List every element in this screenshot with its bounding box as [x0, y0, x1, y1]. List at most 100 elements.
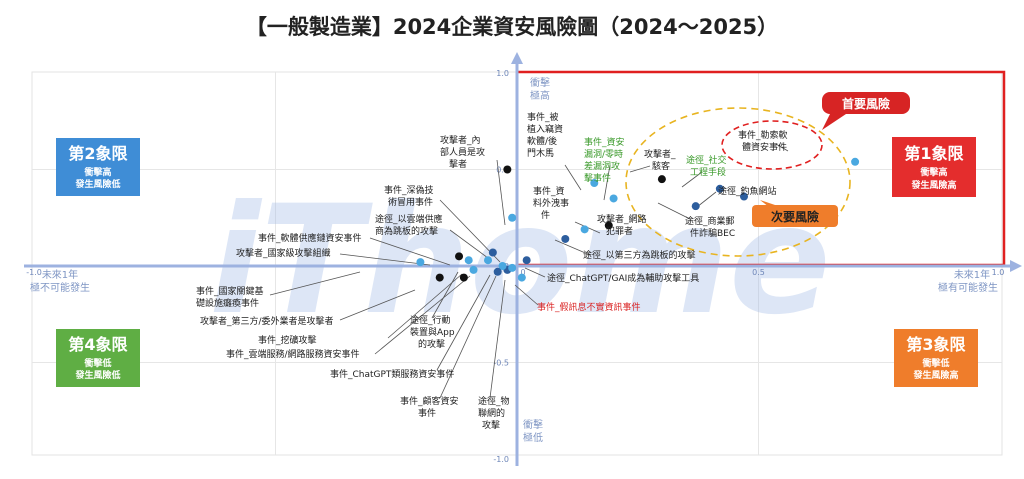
label-iot-3: 攻擊 [482, 419, 500, 431]
chart-title: 【一般製造業】2024企業資安風險圖（2024～2025） [246, 15, 778, 39]
y-tick-label: -1.0 [493, 455, 509, 464]
data-point [740, 192, 749, 201]
x-axis-arrow [1010, 260, 1022, 272]
point-labels: 事件_勒索軟 體資安事件 攻擊者_ 駭客 途徑_社交 工程手段 途徑_釣魚網站 … [196, 111, 788, 431]
x-tick-label: 1.0 [992, 268, 1005, 277]
label-customer-2: 事件 [418, 407, 436, 419]
label-iot: 途徑_物 [478, 395, 510, 407]
quadrant-3-line-1: 衝擊低 [921, 357, 949, 369]
data-point [517, 273, 526, 282]
quadrant-1-line-1: 衝擊高 [919, 166, 947, 178]
data-point [715, 184, 724, 193]
quadrant-2-line-2: 發生風險低 [74, 178, 120, 190]
quadrant-2-box: 第2象限 衝擊高 發生風險低 [56, 138, 140, 196]
label-deepfake: 事件_深偽技 [384, 184, 434, 196]
label-vendor-attacker: 攻擊者_第三方/委外業者是攻擊者 [200, 315, 334, 327]
data-point [455, 252, 464, 261]
label-mobile-2: 裝置與App [410, 326, 455, 338]
label-trojan-3: 軟體/後 [527, 135, 557, 147]
label-trojan-4: 門木馬 [527, 147, 554, 159]
data-point [464, 256, 473, 265]
quadrant-3-line-2: 發生風險高 [912, 369, 958, 381]
data-point [459, 273, 468, 282]
label-cloud-vendor: 途徑_以雲端供應 [375, 213, 443, 225]
y-bottom-label-2: 極低 [523, 431, 543, 444]
quadrant-1-title: 第1象限 [904, 144, 964, 163]
label-mobile-3: 的攻擊 [418, 338, 445, 350]
data-point [435, 273, 444, 282]
label-trojan-2: 植入竊資 [527, 123, 563, 135]
label-cloud-vendor-2: 商為跳板的攻擊 [375, 225, 438, 237]
label-chatgpt-service: 事件_ChatGPT類服務資安事件 [330, 368, 454, 380]
label-ransomware: 事件_勒索軟 [738, 129, 788, 141]
quadrant-4-line-1: 衝擊低 [83, 357, 111, 369]
y-tick-label: 1.0 [496, 69, 509, 78]
quadrant-1-line-2: 發生風險高 [910, 179, 956, 191]
data-point [604, 221, 613, 230]
label-deepfake-2: 術冒用事件 [388, 196, 433, 208]
data-point [508, 263, 517, 272]
label-vuln-3: 差漏洞攻 [584, 160, 620, 172]
label-infra-2: 礎設施癱瘓事件 [196, 297, 259, 309]
label-hacker-2: 駭客 [652, 160, 670, 172]
data-point [416, 258, 425, 267]
quadrant-3-title: 第3象限 [906, 335, 966, 354]
secondary-risk-callout: 次要風險 [752, 200, 838, 227]
watermark: iThome [209, 174, 831, 348]
label-vuln: 事件_資安 [584, 136, 625, 148]
data-point [580, 225, 589, 234]
quadrant-2-title: 第2象限 [68, 144, 128, 163]
data-point [493, 267, 502, 276]
quadrant-4-line-2: 發生風險低 [74, 369, 120, 381]
data-point [503, 165, 512, 174]
data-points [416, 157, 860, 282]
label-nation-state: 攻擊者_國家級攻擊組織 [236, 247, 331, 259]
x-left-label-2: 極不可能發生 [30, 281, 90, 294]
y-bottom-label-1: 衝擊 [523, 418, 543, 431]
label-third-party: 途徑_以第三方為跳板的攻擊 [583, 249, 696, 261]
label-customer: 事件_顧客資安 [400, 395, 459, 407]
label-insider: 攻擊者_內 [440, 134, 481, 146]
primary-risk-label: 首要風險 [842, 96, 890, 111]
label-vuln-2: 漏洞/零時 [584, 148, 623, 160]
label-iot-2: 聯網的 [478, 407, 505, 419]
label-mining: 事件_挖礦攻擊 [258, 334, 317, 346]
label-leak-2: 料外洩事 [533, 197, 569, 209]
data-point [851, 157, 860, 166]
data-point [561, 234, 570, 243]
label-cybercrime: 攻擊者_網路 [597, 213, 647, 225]
quadrant-2-line-1: 衝擊高 [83, 166, 111, 178]
x-tick-label: 0.5 [752, 268, 765, 277]
x-tick-label: -1.0 [26, 268, 42, 277]
data-point [691, 202, 700, 211]
x-right-label-2: 極有可能發生 [938, 281, 998, 294]
label-chatgpt-tool: 途徑_ChatGPT/GAI成為輔助攻擊工具 [547, 272, 699, 284]
label-disinfo: 事件_假訊息不實資訊事件 [537, 301, 641, 313]
primary-risk-callout: 首要風險 [822, 92, 910, 130]
label-social-eng: 途徑_社交 [686, 154, 727, 166]
quadrant-1-box: 第1象限 衝擊高 發生風險高 [892, 137, 976, 197]
label-bec: 途徑_商業郵 [685, 215, 735, 227]
label-leak: 事件_資 [533, 185, 565, 197]
primary-risk-ellipse [721, 120, 823, 170]
y-tick-label: -0.5 [493, 359, 509, 368]
data-point [522, 256, 531, 265]
x-tick-label: 0 [520, 268, 525, 277]
quadrant-4-box: 第4象限 衝擊低 發生風險低 [56, 329, 140, 387]
label-trojan: 事件_被 [527, 111, 559, 123]
data-point [498, 262, 507, 270]
secondary-risk-ellipse [625, 107, 851, 257]
data-point [484, 256, 493, 265]
secondary-risk-label: 次要風險 [771, 209, 819, 224]
quadrant-4-title: 第4象限 [68, 335, 128, 354]
x-right-label-1: 未來1年 [954, 268, 990, 281]
y-top-label-1: 衝擊 [530, 76, 550, 89]
data-point [609, 194, 618, 203]
label-insider-3: 擊者 [449, 158, 467, 170]
data-point [469, 265, 478, 274]
data-point [657, 175, 666, 184]
label-cloud-service: 事件_雲端服務/網路服務資安事件 [226, 348, 360, 360]
y-tick-label: 0.5 [496, 166, 509, 175]
label-vuln-4: 擊事件 [584, 172, 611, 184]
leader-lines [269, 143, 789, 399]
